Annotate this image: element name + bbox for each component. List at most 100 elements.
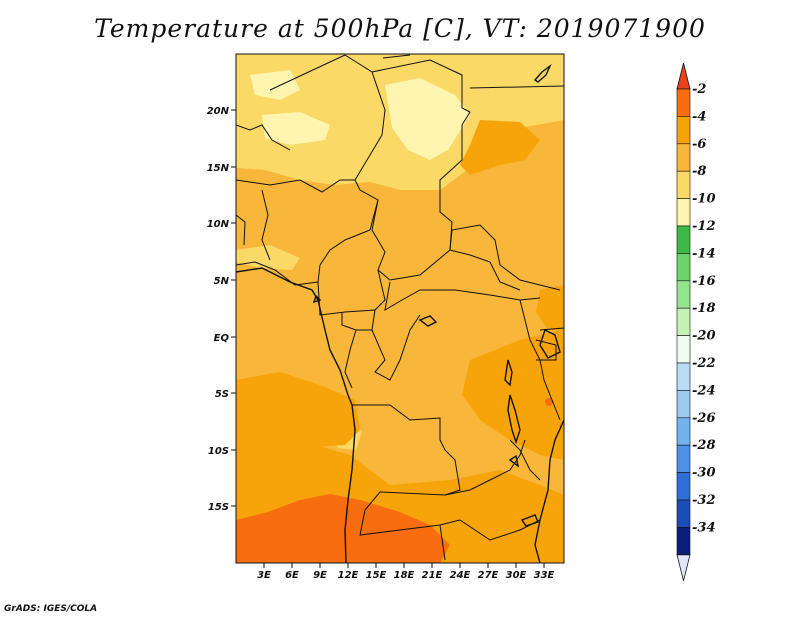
- colorbar-label: -4: [692, 109, 706, 124]
- border-chad-car: [371, 199, 521, 291]
- colorbar-swatch: [676, 444, 691, 473]
- colorbar-swatch: [676, 253, 691, 282]
- border-sudan-south: [449, 224, 561, 291]
- colorbar-swatch: [676, 198, 691, 227]
- border-mali: [236, 124, 291, 151]
- lon-label-6e: 6E: [285, 570, 299, 581]
- lat-label-5n: 5N: [214, 276, 230, 287]
- map-frame: [235, 53, 565, 564]
- field-spot-hot-east: [545, 398, 553, 406]
- field-region-warm-southwest: [236, 372, 360, 452]
- lat-label-15n: 15N: [207, 163, 230, 174]
- lon-label-18e: 18E: [394, 570, 415, 581]
- border-congo-drc: [371, 314, 421, 381]
- border-nigeria-cameroon: [317, 179, 379, 283]
- colorbar-label: -30: [692, 466, 716, 481]
- colorbar-swatch: [676, 170, 691, 199]
- colorbar-label: -2: [692, 82, 706, 97]
- lon-label-30e: 30E: [506, 570, 527, 581]
- colorbar-label: -22: [692, 356, 716, 371]
- colorbar-label: -10: [692, 192, 716, 207]
- field-region-light-west-coast: [236, 245, 300, 270]
- colorbar-label: -26: [692, 411, 716, 426]
- temperature-field: [236, 54, 564, 563]
- lon-tick: 9E: [313, 563, 327, 581]
- lon-tick: 3E: [257, 563, 271, 581]
- coastlines: [236, 63, 564, 563]
- lat-tick: 10S: [208, 446, 236, 457]
- lake-victoria: [539, 329, 561, 359]
- lake-kariba: [520, 514, 539, 527]
- lon-tick: 33E: [534, 563, 555, 581]
- border-botswana: [439, 524, 446, 561]
- lat-label-10s: 10S: [208, 446, 229, 457]
- border-east-africa: [519, 299, 561, 421]
- colorbar-label: -12: [692, 219, 716, 234]
- colorbar-label: -6: [692, 137, 706, 152]
- latitude-axis: 20N 15N 10N 5N EQ 5S 10S 15S: [207, 106, 236, 513]
- field-region-hot-south: [236, 494, 450, 563]
- coastline-red-sea: [533, 63, 552, 83]
- colorbar-swatch: [676, 390, 691, 419]
- field-region-warm-northeast: [460, 120, 540, 175]
- lat-label-10n: 10N: [207, 219, 230, 230]
- border-car-drc: [384, 281, 541, 311]
- lon-label-27e: 27E: [478, 570, 499, 581]
- lon-label-9e: 9E: [313, 570, 327, 581]
- colorbar-swatch: [676, 527, 691, 556]
- colorbar-top-arrow: [676, 62, 691, 90]
- lat-tick: 10N: [207, 219, 236, 230]
- lake-tanganyika: [507, 394, 521, 445]
- lat-tick: EQ: [214, 333, 236, 344]
- lat-label-5s: 5S: [215, 389, 229, 400]
- lon-tick: 24E: [450, 563, 471, 581]
- lon-tick: 12E: [338, 563, 359, 581]
- lon-tick: 30E: [506, 563, 527, 581]
- lon-tick: 6E: [285, 563, 299, 581]
- colorbar-label: -24: [692, 383, 716, 398]
- colorbar-swatch: [676, 417, 691, 446]
- border-coast-west: [236, 261, 319, 286]
- field-region-warm-lakes: [536, 285, 564, 330]
- lake-mweru: [508, 454, 520, 468]
- border-benin: [261, 189, 271, 261]
- colorbar-bottom-arrow: [676, 554, 691, 581]
- colorbar-label: -16: [692, 274, 716, 289]
- lat-tick: 5S: [215, 389, 236, 400]
- colorbar-swatch: [676, 307, 691, 336]
- border-congo: [344, 329, 357, 389]
- field-region-warm-east: [462, 330, 564, 460]
- border-chad-sudan: [439, 111, 471, 251]
- field-region-pale-niger: [262, 112, 330, 145]
- lon-label-12e: 12E: [338, 570, 359, 581]
- border-algeria-niger: [269, 54, 346, 91]
- coastline-west: [236, 267, 356, 563]
- lake-central: [418, 315, 438, 327]
- lat-tick: 15N: [207, 163, 236, 174]
- grads-credit: GrADS: IGES/COLA: [4, 604, 98, 614]
- colorbar-swatch: [676, 225, 691, 254]
- colorbar-swatch: [676, 280, 691, 309]
- colorbar-label: -34: [692, 520, 716, 535]
- colorbar-swatch: [676, 116, 691, 145]
- lon-tick: 18E: [394, 563, 415, 581]
- lon-label-3e: 3E: [257, 570, 271, 581]
- lon-tick: 27E: [478, 563, 499, 581]
- lon-label-21e: 21E: [422, 570, 443, 581]
- colorbar: -2 -4 -6 -8 -10 -12 -14 -16 -18 -20 -22 -24 -26 -28 -3…: [676, 62, 716, 581]
- coastline-east: [534, 419, 564, 563]
- lake-albert: [504, 359, 513, 387]
- border-libya-chad: [371, 59, 471, 113]
- border-niger-south: [236, 54, 386, 193]
- lat-tick: 20N: [207, 106, 236, 117]
- border-egypt-sudan: [469, 85, 564, 89]
- chart-title: Temperature at 500hPa [C], VT: 201907190…: [94, 14, 706, 43]
- colorbar-label: -8: [692, 164, 706, 179]
- lon-label-15e: 15E: [366, 570, 387, 581]
- colorbar-swatch: [676, 362, 691, 391]
- colorbar-swatch: [676, 143, 691, 172]
- border-malawi: [509, 439, 541, 481]
- lat-tick: 5N: [214, 276, 236, 287]
- colorbar-swatch: [676, 499, 691, 528]
